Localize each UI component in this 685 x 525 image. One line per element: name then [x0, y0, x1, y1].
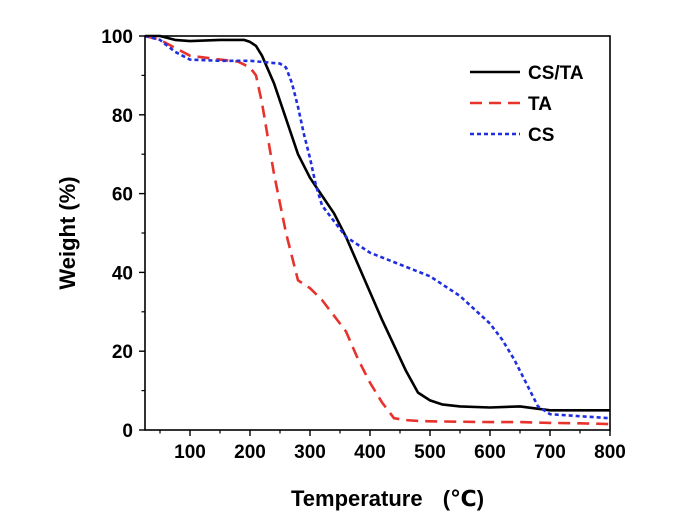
x-tick-label: 100 [174, 442, 206, 463]
x-tick-label: 700 [534, 442, 566, 463]
legend-label: CS [528, 125, 554, 146]
series-line-cs-ta [145, 34, 610, 412]
x-axis-title-unit: (℃) [443, 486, 484, 511]
x-tick-label: 600 [474, 442, 506, 463]
x-axis-title: Temperature (℃) [291, 486, 484, 511]
y-tick-label: 100 [101, 27, 133, 48]
series-line-ta [144, 34, 611, 426]
x-tick-label: 400 [354, 442, 386, 463]
y-tick-label: 40 [112, 263, 133, 284]
y-axis-title: Weight (%) [55, 176, 80, 289]
y-tick-label: 80 [112, 106, 133, 127]
legend: CS/TA TA CS [470, 63, 584, 146]
series-line-cs [144, 34, 611, 420]
x-tick-label: 500 [414, 442, 446, 463]
x-tick-label: 800 [594, 442, 626, 463]
legend-label: TA [528, 94, 552, 115]
y-tick-label: 60 [112, 185, 133, 206]
x-axis-title-text: Temperature [291, 486, 423, 511]
x-tick-label: 200 [234, 442, 266, 463]
plot-area [144, 34, 611, 426]
y-tick-label: 20 [112, 342, 133, 363]
x-tick-label: 300 [294, 442, 326, 463]
y-tick-label: 0 [122, 421, 133, 442]
legend-label: CS/TA [528, 63, 584, 84]
ticks: 100 200 300 400 500 600 700 800 0 20 40 60 80 100 [101, 27, 626, 463]
